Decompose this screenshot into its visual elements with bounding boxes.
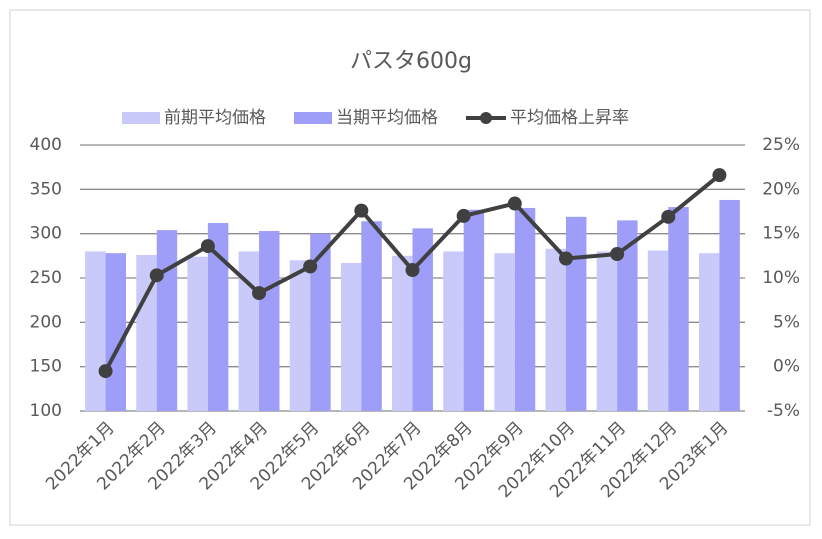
chart-title: パスタ600g <box>350 49 472 74</box>
bar <box>207 223 229 411</box>
bar <box>412 228 433 411</box>
legend-label: 当期平均価格 <box>336 108 438 128</box>
bar <box>443 251 464 411</box>
line-point <box>405 263 420 278</box>
line-point <box>98 364 113 379</box>
bar <box>156 230 178 411</box>
y2-tick-label: 15% <box>762 224 800 244</box>
y2-tick-label: 20% <box>762 179 800 199</box>
line-point <box>661 209 676 224</box>
bar <box>668 207 689 411</box>
y-tick-label: 350 <box>30 179 62 199</box>
bar <box>105 253 127 411</box>
bar <box>565 216 587 411</box>
bar <box>463 209 485 411</box>
y-tick-label: 400 <box>30 135 62 155</box>
y-tick-label: 100 <box>30 401 62 421</box>
bar <box>647 250 669 411</box>
bar <box>514 207 536 411</box>
bar <box>698 253 720 411</box>
line-point <box>558 251 573 266</box>
line-point <box>712 168 727 183</box>
y-tick-label: 250 <box>30 268 62 288</box>
y-tick-label: 200 <box>30 312 62 332</box>
bar <box>719 199 740 411</box>
legend-swatch <box>122 112 160 124</box>
line-point <box>303 259 318 274</box>
bar <box>617 220 638 411</box>
y2-tick-label: 25% <box>762 135 800 155</box>
line-point <box>252 286 267 301</box>
bar <box>340 262 362 411</box>
bar <box>596 251 618 411</box>
bar <box>361 221 382 411</box>
bar <box>545 248 566 411</box>
bar <box>187 256 208 411</box>
line-point <box>149 268 164 283</box>
bar <box>259 231 280 411</box>
bar <box>85 251 106 411</box>
y-tick-label: 300 <box>30 224 62 244</box>
y2-tick-label: 10% <box>762 268 800 288</box>
line-point <box>610 247 625 262</box>
line-point <box>200 239 215 254</box>
y2-tick-label: 5% <box>773 312 800 332</box>
legend-label: 前期平均価格 <box>164 108 266 128</box>
bar <box>310 233 331 411</box>
legend-swatch <box>294 112 332 124</box>
y-tick-label: 150 <box>30 357 62 377</box>
y2-tick-label: 0% <box>773 357 800 377</box>
legend-marker <box>480 112 492 124</box>
bar <box>494 253 515 411</box>
y2-tick-label: -5% <box>767 401 800 421</box>
line-point <box>456 208 471 223</box>
bar <box>392 255 413 411</box>
bar <box>289 260 311 411</box>
bar <box>136 254 157 411</box>
line-point <box>354 203 369 218</box>
line-point <box>507 196 522 211</box>
legend-label: 平均価格上昇率 <box>510 108 629 128</box>
